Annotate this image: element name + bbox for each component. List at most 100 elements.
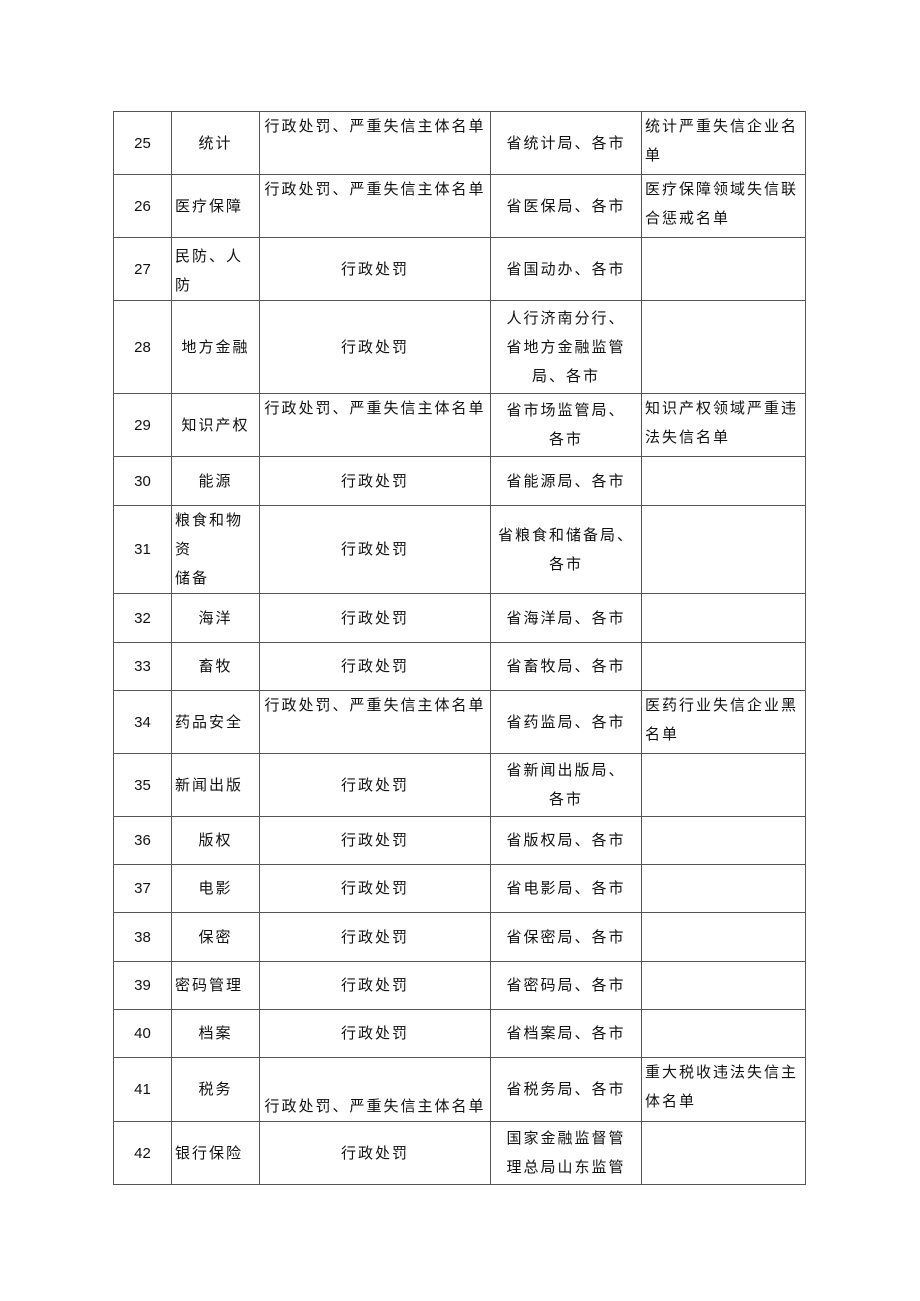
measures: 行政处罚: [259, 1121, 491, 1185]
responsible-department: 省税务局、各市: [490, 1057, 642, 1122]
field-name: 地方金融: [171, 300, 260, 394]
measures: 行政处罚: [259, 816, 491, 865]
table-row: 37 电影 行政处罚 省电影局、各市: [113, 864, 806, 913]
measures: 行政处罚: [259, 456, 491, 506]
row-number: 42: [113, 1121, 172, 1185]
blacklist-name: [641, 456, 806, 506]
blacklist-name: [641, 237, 806, 301]
responsible-department: 省档案局、各市: [490, 1009, 642, 1058]
field-name: 税务: [171, 1057, 260, 1122]
responsible-department: 省密码局、各市: [490, 961, 642, 1010]
row-number: 26: [113, 174, 172, 238]
row-number: 28: [113, 300, 172, 394]
measures: 行政处罚、严重失信主体名单: [259, 174, 491, 238]
responsible-department: 省电影局、各市: [490, 864, 642, 913]
blacklist-name: [641, 1121, 806, 1185]
blacklist-name: [641, 912, 806, 962]
row-number: 33: [113, 642, 172, 691]
table-row: 36 版权 行政处罚 省版权局、各市: [113, 816, 806, 865]
row-number: 32: [113, 593, 172, 643]
measures: 行政处罚、严重失信主体名单: [259, 690, 491, 754]
table-row: 28 地方金融 行政处罚 人行济南分行、 省地方金融监管 局、各市: [113, 300, 806, 394]
row-number: 38: [113, 912, 172, 962]
table-row: 40 档案 行政处罚 省档案局、各市: [113, 1009, 806, 1058]
table-row: 31 粮食和物资 储备 行政处罚 省粮食和储备局、 各市: [113, 505, 806, 594]
field-name: 能源: [171, 456, 260, 506]
table-row: 35 新闻出版 行政处罚 省新闻出版局、 各市: [113, 753, 806, 817]
row-number: 37: [113, 864, 172, 913]
blacklist-name: [641, 864, 806, 913]
responsible-department: 省版权局、各市: [490, 816, 642, 865]
field-name: 统计: [171, 111, 260, 175]
field-name: 粮食和物资 储备: [171, 505, 260, 594]
table-row: 34 药品安全 行政处罚、严重失信主体名单 省药监局、各市 医药行业失信企业黑 名单: [113, 690, 806, 754]
row-number: 31: [113, 505, 172, 594]
measures: 行政处罚: [259, 864, 491, 913]
measures: 行政处罚、严重失信主体名单: [259, 111, 491, 175]
measures: 行政处罚: [259, 961, 491, 1010]
table-row: 25 统计 行政处罚、严重失信主体名单 省统计局、各市 统计严重失信企业名 单: [113, 111, 806, 175]
blacklist-name: [641, 816, 806, 865]
table-row: 32 海洋 行政处罚 省海洋局、各市: [113, 593, 806, 643]
table-row: 33 畜牧 行政处罚 省畜牧局、各市: [113, 642, 806, 691]
regulation-table: 25 统计 行政处罚、严重失信主体名单 省统计局、各市 统计严重失信企业名 单 26 医疗保…: [113, 111, 806, 1185]
row-number: 40: [113, 1009, 172, 1058]
blacklist-name: 重大税收违法失信主 体名单: [641, 1057, 806, 1122]
field-name: 畜牧: [171, 642, 260, 691]
responsible-department: 省保密局、各市: [490, 912, 642, 962]
field-name: 密码管理: [171, 961, 260, 1010]
blacklist-name: [641, 961, 806, 1010]
blacklist-name: [641, 505, 806, 594]
blacklist-name: [641, 593, 806, 643]
field-name: 知识产权: [171, 393, 260, 457]
blacklist-name: 统计严重失信企业名 单: [641, 111, 806, 175]
row-number: 39: [113, 961, 172, 1010]
measures: 行政处罚: [259, 237, 491, 301]
row-number: 27: [113, 237, 172, 301]
field-name: 版权: [171, 816, 260, 865]
responsible-department: 省医保局、各市: [490, 174, 642, 238]
table-row: 41 税务 行政处罚、严重失信主体名单 省税务局、各市 重大税收违法失信主 体名单: [113, 1057, 806, 1122]
field-name: 药品安全: [171, 690, 260, 754]
row-number: 36: [113, 816, 172, 865]
table-row: 30 能源 行政处罚 省能源局、各市: [113, 456, 806, 506]
row-number: 25: [113, 111, 172, 175]
field-name: 民防、人防: [171, 237, 260, 301]
blacklist-name: [641, 1009, 806, 1058]
field-name: 银行保险: [171, 1121, 260, 1185]
row-number: 41: [113, 1057, 172, 1122]
field-name: 档案: [171, 1009, 260, 1058]
field-name: 海洋: [171, 593, 260, 643]
field-name: 新闻出版: [171, 753, 260, 817]
row-number: 30: [113, 456, 172, 506]
responsible-department: 省能源局、各市: [490, 456, 642, 506]
table-row: 26 医疗保障 行政处罚、严重失信主体名单 省医保局、各市 医疗保障领域失信联 合惩戒名…: [113, 174, 806, 238]
table-row: 38 保密 行政处罚 省保密局、各市: [113, 912, 806, 962]
measures: 行政处罚: [259, 300, 491, 394]
blacklist-name: [641, 753, 806, 817]
responsible-department: 省国动办、各市: [490, 237, 642, 301]
field-name: 电影: [171, 864, 260, 913]
responsible-department: 省畜牧局、各市: [490, 642, 642, 691]
measures: 行政处罚、严重失信主体名单: [259, 393, 491, 457]
field-name: 保密: [171, 912, 260, 962]
responsible-department: 省药监局、各市: [490, 690, 642, 754]
blacklist-name: [641, 642, 806, 691]
measures: 行政处罚、严重失信主体名单: [259, 1057, 491, 1122]
responsible-department: 人行济南分行、 省地方金融监管 局、各市: [490, 300, 642, 394]
blacklist-name: 医疗保障领域失信联 合惩戒名单: [641, 174, 806, 238]
row-number: 34: [113, 690, 172, 754]
responsible-department: 国家金融监督管 理总局山东监管: [490, 1121, 642, 1185]
measures: 行政处罚: [259, 753, 491, 817]
responsible-department: 省海洋局、各市: [490, 593, 642, 643]
row-number: 35: [113, 753, 172, 817]
responsible-department: 省统计局、各市: [490, 111, 642, 175]
blacklist-name: 知识产权领域严重违 法失信名单: [641, 393, 806, 457]
row-number: 29: [113, 393, 172, 457]
blacklist-name: [641, 300, 806, 394]
table-row: 29 知识产权 行政处罚、严重失信主体名单 省市场监管局、 各市 知识产权领域严重违 法…: [113, 393, 806, 457]
measures: 行政处罚: [259, 642, 491, 691]
measures: 行政处罚: [259, 593, 491, 643]
measures: 行政处罚: [259, 912, 491, 962]
responsible-department: 省粮食和储备局、 各市: [490, 505, 642, 594]
